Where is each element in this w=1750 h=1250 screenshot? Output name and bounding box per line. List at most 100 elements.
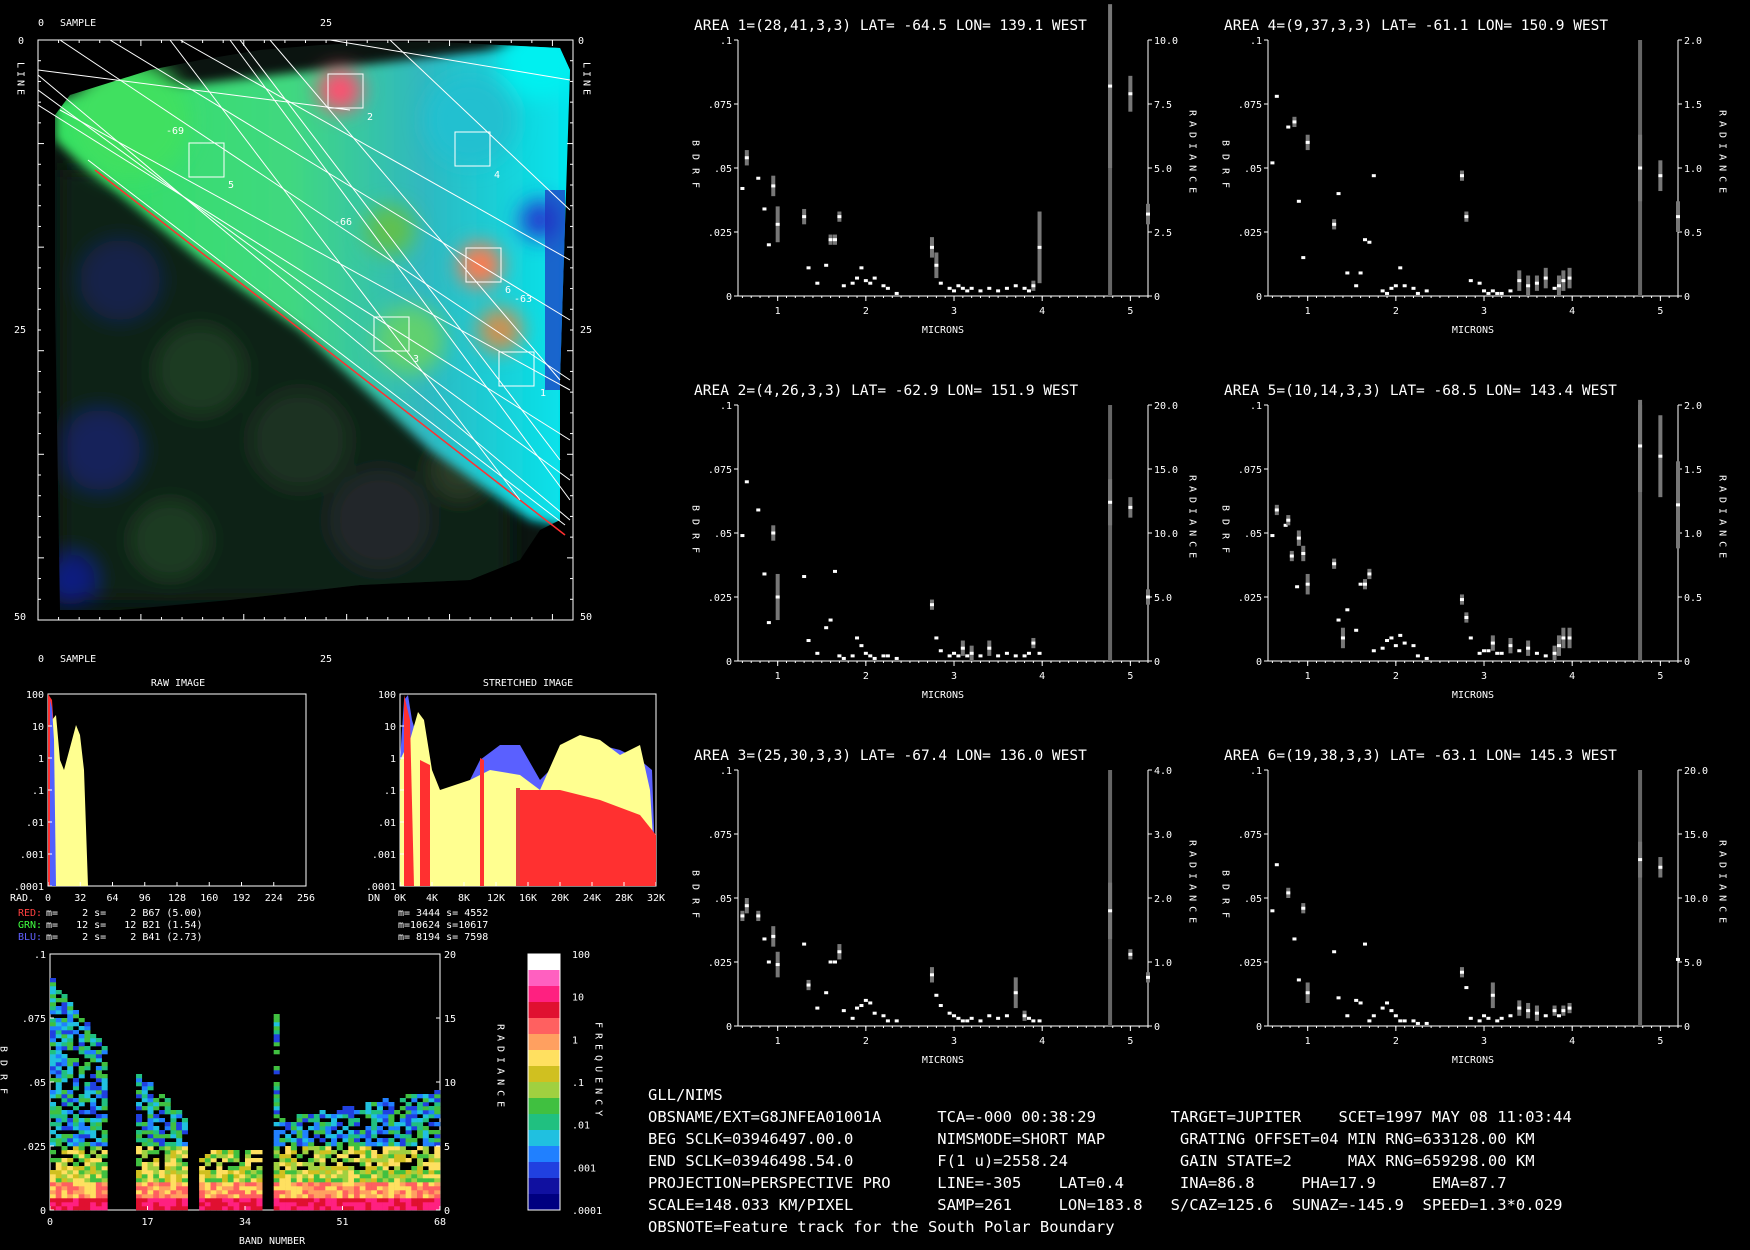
area-box-2[interactable]: [327, 73, 364, 109]
data-point: [1301, 551, 1306, 555]
data-point: [1362, 582, 1367, 586]
colorbar-swatch: [528, 954, 560, 971]
data-point: [947, 1011, 952, 1015]
chart-xlabel: MICRONS: [1452, 325, 1494, 336]
spectrum-chart-5: AREA 3=(25,30,3,3) LAT= -67.4 LON= 136.0…: [690, 748, 1198, 1066]
chart-y2tick: 1.0: [1154, 958, 1172, 969]
data-point: [978, 1019, 983, 1023]
area-box-4[interactable]: [454, 131, 491, 167]
data-point: [1543, 654, 1548, 658]
data-point: [1108, 909, 1113, 913]
data-point: [766, 621, 771, 625]
stretched-hist-red-edge: [516, 788, 520, 886]
info-line-1: GLL/NIMS: [648, 1086, 723, 1104]
chart-ytick: .075: [1238, 830, 1262, 841]
data-point: [1508, 1014, 1513, 1018]
data-point: [1389, 636, 1394, 640]
density-right-label: RADIANCE: [495, 1024, 506, 1112]
chart-ylabel: BDRF: [690, 870, 701, 926]
data-point: [837, 950, 842, 954]
data-point: [1362, 942, 1367, 946]
data-point: [1013, 654, 1018, 658]
data-point: [1486, 649, 1491, 653]
data-point: [1037, 1019, 1042, 1023]
data-point: [952, 651, 957, 655]
density-ytick-left: .1: [34, 950, 46, 961]
raw-ytick: 1: [38, 754, 44, 765]
data-point: [1022, 286, 1027, 290]
chart-y2tick: 1.0: [1684, 529, 1702, 540]
colorbar-swatch: [528, 1162, 560, 1179]
data-point: [824, 263, 829, 267]
data-point: [1022, 654, 1027, 658]
chart-ytick: .025: [1238, 958, 1262, 969]
data-point: [1567, 636, 1572, 640]
area-box-1[interactable]: [498, 351, 535, 387]
stretched-ytick: 1: [390, 754, 396, 765]
data-point: [969, 286, 974, 290]
box-label-3: 3: [413, 354, 419, 365]
stretched-hist-red-tail: [520, 790, 656, 886]
line-tick-25-right: 25: [580, 325, 592, 336]
stretched-xtick: 32K: [647, 893, 665, 904]
density-ytick-right: 0: [444, 1206, 450, 1217]
data-point: [1490, 641, 1495, 645]
line-tick-50-left: 50: [14, 612, 26, 623]
data-point: [1486, 1016, 1491, 1020]
chart-title: AREA 3=(25,30,3,3) LAT= -67.4 LON= 136.0…: [694, 748, 1087, 764]
density-ytick-right: 20: [444, 950, 456, 961]
raw-hist-yellow: [52, 715, 88, 886]
latlon-grid: [38, 40, 571, 521]
chart-xtick: 2: [863, 671, 869, 682]
colorbar-label: FREQUENCY: [593, 1022, 604, 1121]
chart-ytick: .05: [714, 529, 732, 540]
data-point: [1459, 598, 1464, 602]
data-point: [1398, 266, 1403, 270]
data-point: [965, 654, 970, 658]
data-point: [1270, 161, 1275, 165]
area-box-6[interactable]: [465, 247, 502, 283]
data-point: [1274, 94, 1279, 98]
data-point: [837, 215, 842, 219]
saturated-band-bar: [1638, 770, 1643, 1026]
chart-xlabel: MICRONS: [922, 325, 964, 336]
data-point: [1345, 271, 1350, 275]
data-point: [1517, 649, 1522, 653]
info-line-5: PROJECTION=PERSPECTIVE PRO LINE=-305 LAT…: [648, 1174, 1507, 1192]
image-panel: 1 2 3 4 5 6 -69 -66 -63 0 SAMPLE 25 0 SA…: [14, 18, 592, 665]
chart-ylabel: BDRF: [690, 505, 701, 561]
data-point: [1013, 991, 1018, 995]
density-xtick: 51: [336, 1217, 348, 1228]
data-point: [1389, 1009, 1394, 1013]
colorbar-swatch: [528, 1114, 560, 1131]
colorbar-swatch: [528, 1194, 560, 1211]
area-box-3[interactable]: [373, 316, 410, 352]
chart-ylabel: BDRF: [1220, 505, 1231, 561]
data-point: [1556, 284, 1561, 288]
spectrum-chart-4: AREA 5=(10,14,3,3) LAT= -68.5 LON= 143.4…: [1220, 383, 1728, 701]
data-point: [1022, 1014, 1027, 1018]
spectrum-chart-1: AREA 1=(28,41,3,3) LAT= -64.5 LON= 139.1…: [690, 4, 1198, 336]
data-point: [956, 1016, 961, 1020]
data-point: [1380, 646, 1385, 650]
area-box-5[interactable]: [188, 142, 225, 178]
data-point: [1332, 950, 1337, 954]
data-point: [1270, 909, 1275, 913]
data-point: [1638, 444, 1643, 448]
chart-xtick: 4: [1569, 671, 1575, 682]
data-point: [1146, 975, 1150, 979]
data-point: [859, 266, 864, 270]
chart-ytick: 0: [726, 1022, 732, 1033]
data-point: [1108, 500, 1113, 504]
data-point: [806, 983, 811, 987]
data-point: [1638, 166, 1643, 170]
data-point: [1340, 636, 1345, 640]
data-point: [960, 1019, 965, 1023]
data-point: [1037, 651, 1042, 655]
data-point: [1037, 245, 1042, 249]
line-tick-0-right: 0: [578, 36, 584, 47]
data-point: [1367, 240, 1372, 244]
sample-tick-25-bottom: 25: [320, 654, 332, 665]
data-point: [978, 289, 983, 293]
data-point: [929, 603, 934, 607]
